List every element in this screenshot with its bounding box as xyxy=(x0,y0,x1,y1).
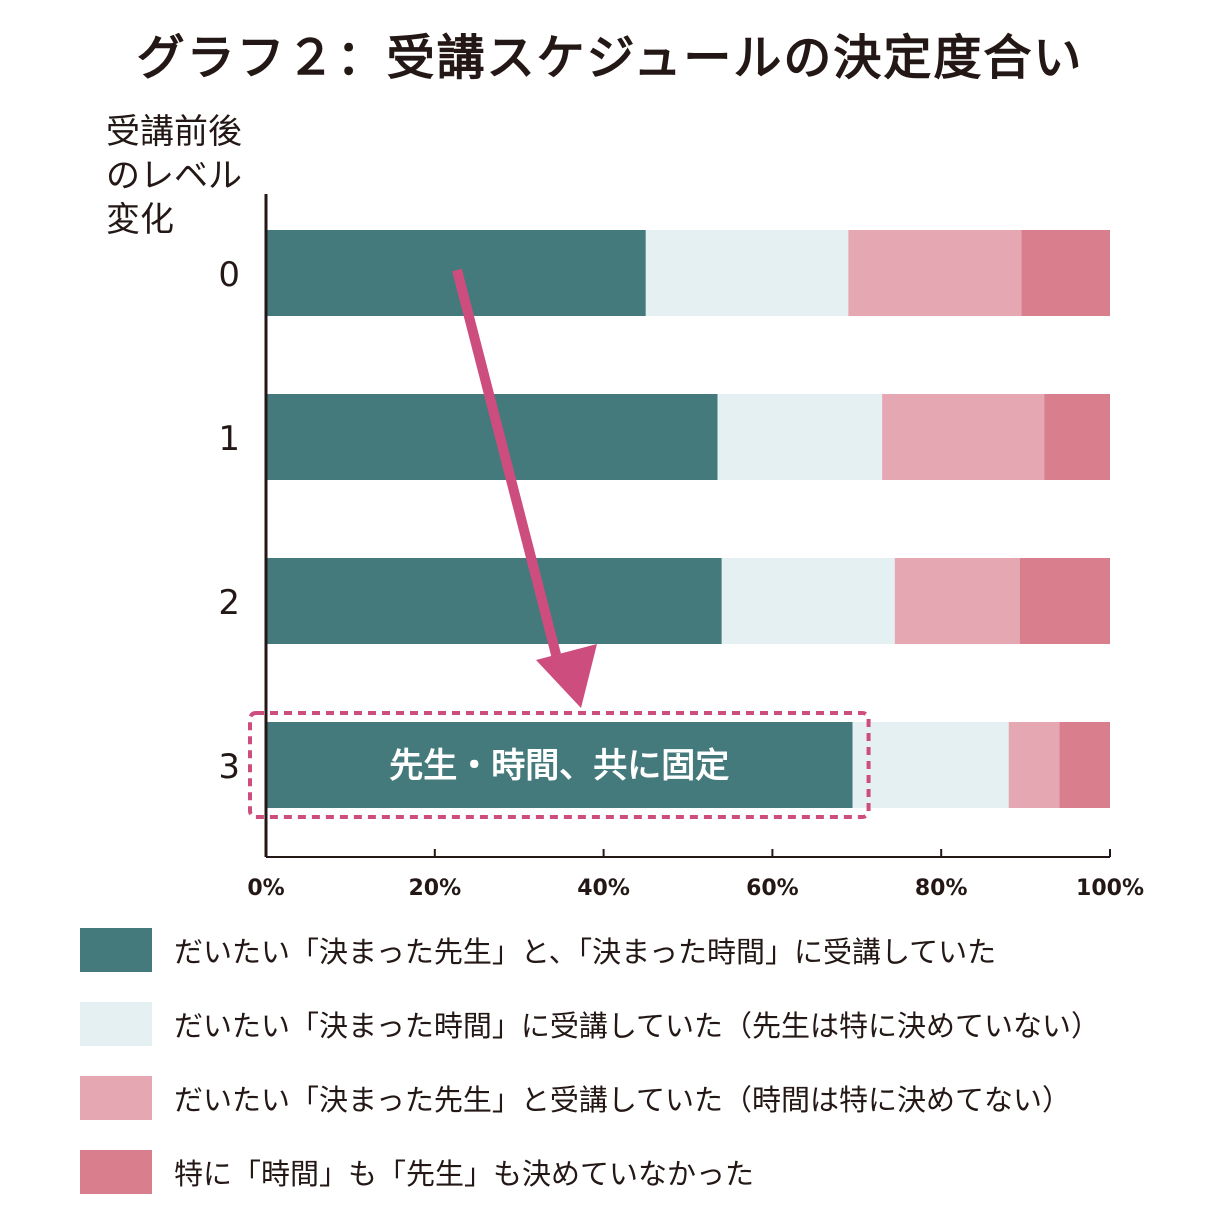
legend-label: だいたい「決まった先生」と受講していた（時間は特に決めてない） xyxy=(174,1083,1071,1117)
chart-title: グラフ２：受講スケジュールの決定度合い xyxy=(136,30,1084,86)
arrow-shaft xyxy=(452,268,565,672)
annotation-layer: 先生・時間、共に固定 xyxy=(248,268,871,819)
bar-segment xyxy=(266,722,853,808)
x-tick-label: 100% xyxy=(1076,876,1144,901)
x-tick-label: 40% xyxy=(577,876,630,901)
legend-label: 特に「時間」も「先生」も決めていなかった xyxy=(174,1157,755,1191)
legend-swatch xyxy=(80,928,152,972)
bar-segment xyxy=(1008,722,1060,808)
bar-segment xyxy=(1044,394,1110,480)
legend-item: だいたい「決まった先生」と、「決まった時間」に受講していた xyxy=(80,928,1190,972)
bar-segment xyxy=(717,394,883,480)
category-label: 2 xyxy=(218,583,240,623)
legend-item: だいたい「決まった先生」と受講していた（時間は特に決めてない） xyxy=(80,1076,1190,1120)
legend-label: だいたい「決まった先生」と、「決まった時間」に受講していた xyxy=(174,935,997,969)
category-label: 3 xyxy=(218,747,240,787)
legend-item: だいたい「決まった時間」に受講していた（先生は特に決めていない） xyxy=(80,1002,1190,1046)
stacked-bar-chart: 先生・時間、共に固定 0 1 2 3 0% 20% 40% 60% 80% 100% xyxy=(218,194,1144,901)
x-tick-label: 0% xyxy=(247,876,284,901)
x-tick-label: 60% xyxy=(746,876,799,901)
bar-segment xyxy=(721,558,895,644)
bar-segment xyxy=(1019,558,1110,644)
legend-swatch xyxy=(80,1002,152,1046)
category-label: 0 xyxy=(218,255,240,295)
bar-segment xyxy=(882,394,1045,480)
bar-segment xyxy=(266,558,722,644)
bar-segment xyxy=(848,230,1022,316)
axes-layer: 0 1 2 3 0% 20% 40% 60% 80% 100% xyxy=(218,194,1144,901)
annotation-label: 先生・時間、共に固定 xyxy=(389,746,729,786)
arrow-head xyxy=(536,644,597,708)
x-tick-label: 80% xyxy=(915,876,968,901)
bar-segment xyxy=(894,558,1020,644)
legend: だいたい「決まった先生」と、「決まった時間」に受講していた だいたい「決まった時… xyxy=(80,928,1190,1224)
bar-segment xyxy=(1059,722,1110,808)
bar-segment xyxy=(852,722,1009,808)
x-tick-label: 20% xyxy=(408,876,461,901)
legend-label: だいたい「決まった時間」に受講していた（先生は特に決めていない） xyxy=(174,1009,1100,1043)
legend-swatch xyxy=(80,1076,152,1120)
legend-item: 特に「時間」も「先生」も決めていなかった xyxy=(80,1150,1190,1194)
highlight-box xyxy=(248,711,871,819)
legend-swatch xyxy=(80,1150,152,1194)
y-axis-title: 受講前後 のレベル 変化 xyxy=(106,112,242,240)
category-label: 1 xyxy=(218,419,240,459)
bars-layer xyxy=(266,230,1110,808)
bar-segment xyxy=(1021,230,1110,316)
bar-segment xyxy=(645,230,849,316)
